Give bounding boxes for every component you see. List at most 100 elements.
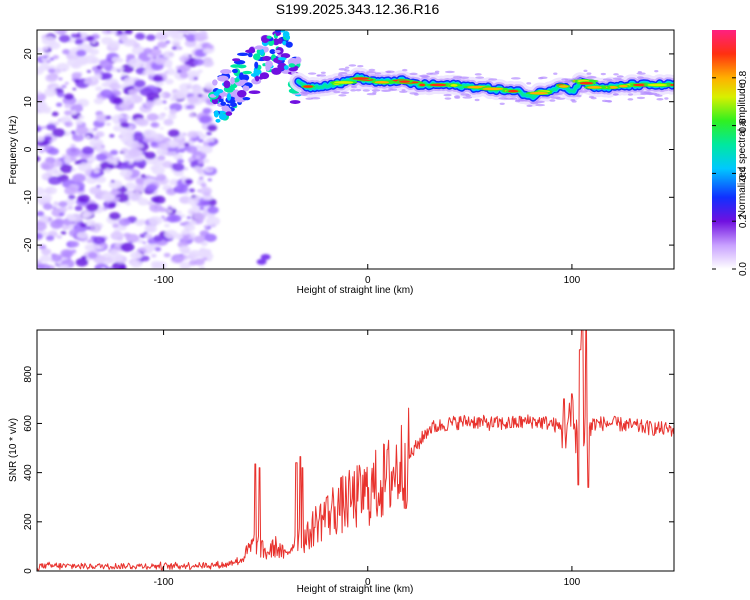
noise-blob: [197, 94, 203, 98]
noise-blob: [70, 110, 78, 115]
noise-blob: [112, 125, 123, 132]
signal-blob: [223, 80, 231, 89]
noise-blob: [94, 73, 103, 79]
noise-blob: [95, 153, 108, 162]
noise-blob: [198, 248, 212, 258]
noise-blob: [45, 73, 58, 83]
noise-blob: [188, 249, 202, 259]
noise-blob: [38, 149, 45, 154]
noise-blob: [127, 148, 142, 158]
spectrogram-y-tick-label: 0: [23, 146, 34, 152]
signal-fringe: [612, 77, 622, 81]
noise-blob: [190, 211, 196, 215]
signal-fringe: [526, 104, 533, 108]
signal-blob: [266, 35, 272, 39]
signal-fringe: [550, 96, 561, 99]
snr-y-axis: 0 200 400 600 800: [23, 365, 674, 574]
signal-fringe: [444, 70, 455, 74]
signal-hotspot-core: [450, 84, 458, 87]
noise-blob: [108, 40, 121, 49]
noise-blob: [87, 252, 98, 259]
noise-blob: [115, 193, 130, 203]
noise-blob: [75, 126, 89, 135]
noise-blob: [48, 176, 62, 185]
noise-blob: [74, 205, 83, 211]
noise-blob: [112, 223, 120, 229]
noise-blob: [56, 92, 65, 98]
signal-fringe: [374, 72, 382, 75]
noise-blob: [58, 77, 63, 81]
page-title: S199.2025.343.12.36.R16: [275, 1, 440, 17]
noise-blob: [151, 253, 157, 258]
noise-blob: [95, 114, 109, 123]
signal-fringe: [627, 98, 634, 101]
noise-blob: [128, 89, 139, 96]
noise-blob: [154, 57, 166, 65]
signal-hotspot-core: [587, 86, 602, 89]
noise-blob: [59, 117, 66, 122]
noise-blob: [180, 176, 187, 180]
signal-blob: [215, 118, 221, 123]
spectrogram-y-tick-label: 20: [23, 48, 34, 60]
noise-blob: [72, 173, 86, 183]
noise-blob: [54, 171, 62, 177]
signal-blob: [248, 46, 255, 54]
noise-blob: [119, 121, 130, 128]
noise-blob: [64, 93, 74, 100]
noise-blob: [64, 103, 72, 109]
signal-fringe: [381, 89, 391, 93]
noise-blob: [94, 263, 109, 269]
signal-fringe: [366, 71, 376, 74]
noise-blob: [187, 197, 200, 206]
signal-fringe: [515, 99, 525, 102]
spectrogram-y-label: Frequency (Hz): [8, 116, 19, 185]
noise-blob: [104, 260, 111, 265]
signal-fringe: [426, 72, 434, 76]
noise-blob: [81, 146, 95, 155]
signal-fringe: [316, 74, 321, 77]
noise-blob: [70, 143, 76, 148]
noise-blob: [96, 184, 101, 188]
noise-blob: [155, 31, 168, 41]
noise-blob: [86, 35, 95, 42]
noise-blob: [150, 122, 158, 128]
signal-blob: [237, 90, 247, 98]
noise-blob: [86, 69, 92, 73]
noise-blob: [166, 209, 173, 214]
noise-blob: [89, 48, 100, 56]
signal-blob: [274, 49, 281, 53]
noise-blob: [37, 232, 44, 240]
noise-blob: [37, 155, 41, 162]
noise-blob: [120, 72, 126, 77]
noise-blob: [99, 243, 107, 248]
noise-blob: [200, 183, 207, 188]
noise-blob: [179, 214, 186, 218]
noise-blob: [95, 86, 103, 92]
noise-blob: [118, 218, 131, 227]
signal-blob: [244, 82, 251, 86]
noise-blob: [79, 32, 88, 38]
noise-blob: [37, 103, 49, 112]
noise-blob: [167, 129, 180, 138]
noise-blob: [78, 115, 85, 120]
signal-fringe: [588, 95, 595, 99]
snr-x-tick-label: -100: [154, 577, 174, 588]
noise-blob: [88, 208, 93, 212]
signal-fringe: [300, 93, 308, 96]
noise-blob: [145, 184, 158, 192]
noise-blob: [42, 203, 53, 211]
snr-frame: [36, 329, 675, 572]
noise-blob: [169, 96, 177, 102]
noise-blob: [178, 148, 186, 153]
signal-blob: [217, 75, 229, 82]
noise-blob: [201, 242, 206, 246]
noise-blob: [108, 179, 123, 190]
noise-blob: [188, 188, 196, 193]
colorbar-tick-label: 0.0: [738, 262, 749, 276]
signal-fringe: [465, 94, 471, 97]
noise-blob: [188, 113, 195, 118]
noise-blob: [38, 244, 47, 250]
signal-blob: [238, 79, 248, 84]
noise-blob: [108, 202, 117, 208]
noise-blob: [81, 211, 92, 219]
